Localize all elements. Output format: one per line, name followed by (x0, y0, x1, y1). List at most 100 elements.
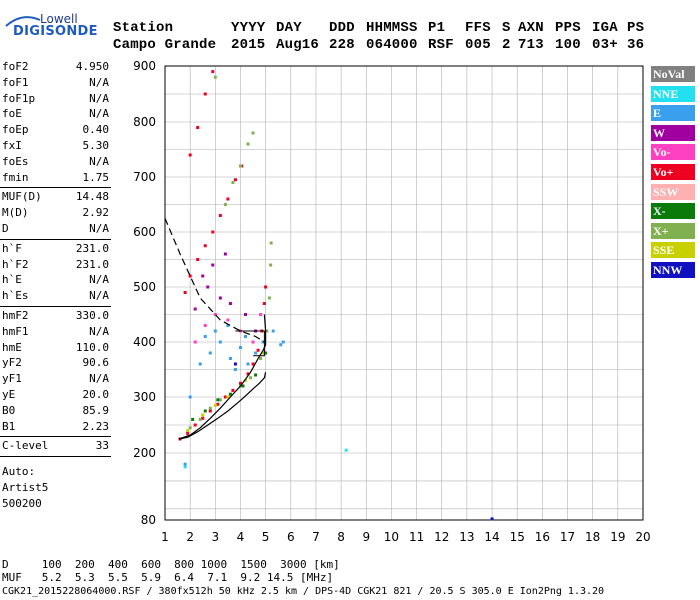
data-point (206, 285, 210, 289)
y-tick-label: 700 (133, 170, 156, 184)
data-point (188, 153, 192, 157)
param-row-clevel: C-level 33 (2, 439, 109, 453)
data-point (267, 296, 271, 300)
x-tick-label: 19 (610, 530, 625, 544)
param-value: N/A (89, 324, 109, 338)
data-point (264, 351, 268, 355)
param-name: h`Es (2, 289, 29, 303)
header-value-station: Campo Grande (113, 37, 217, 53)
logo-brand: DIGISONDE (13, 24, 98, 39)
header-label-ddd: DDD (329, 20, 355, 36)
data-point (203, 324, 207, 327)
data-point (193, 307, 197, 311)
data-point (226, 318, 230, 322)
param-value: 0.40 (82, 123, 110, 137)
param-name: C-level (2, 439, 49, 453)
param-row-ye: yE 20.0 (2, 388, 109, 402)
param-name: foF1 (2, 75, 29, 89)
param-name: hmF2 (2, 309, 29, 322)
data-point (231, 388, 235, 392)
data-point (198, 362, 202, 366)
y-tick-label: 300 (133, 390, 156, 404)
param-value: N/A (89, 91, 109, 105)
data-point (244, 313, 248, 316)
legend-item-x-: X+ (651, 222, 695, 239)
data-point (251, 340, 255, 344)
param-row-fof1: foF1 N/A (2, 76, 109, 90)
x-tick-label: 10 (384, 530, 399, 544)
header-value-yyyy: 2015 (231, 37, 266, 53)
data-point (213, 313, 217, 316)
param-name: yE (2, 388, 16, 401)
header-label-iga: IGA (592, 20, 618, 36)
param-row-he: h`E N/A (2, 273, 109, 287)
data-point (223, 395, 227, 399)
param-separator (0, 238, 111, 240)
data-point (218, 296, 222, 300)
param-value: N/A (89, 75, 109, 89)
logo-maker: Lowell (40, 12, 78, 26)
x-tick-label: 5 (262, 530, 270, 544)
header-label-pps: PPS (555, 20, 581, 36)
data-point (251, 362, 255, 366)
param-value: 14.48 (75, 190, 109, 204)
y-tick-label: 600 (133, 225, 156, 239)
data-point (269, 263, 273, 267)
y-tick-label: 400 (133, 335, 156, 349)
data-point (203, 335, 207, 338)
header-value-hhmmss: 064000 (366, 37, 418, 53)
data-point (196, 258, 200, 261)
data-point (228, 302, 232, 305)
plot-frame (164, 65, 644, 521)
data-point (226, 395, 230, 399)
footer-distance-row: D 100 200 400 600 800 1000 1500 3000 [km… (2, 558, 340, 571)
header-label-yyyy: YYYY (231, 20, 266, 36)
param-separator (0, 306, 111, 307)
param-value: 90.6 (82, 356, 110, 370)
data-point (218, 214, 222, 217)
param-row-md: M(D) 2.92 (2, 206, 109, 220)
x-tick-label: 11 (409, 530, 424, 544)
x-tick-label: 20 (635, 530, 650, 544)
data-point (259, 357, 263, 360)
param-name: fxI (2, 139, 22, 152)
param-value: 20.0 (82, 388, 110, 401)
param-row-mufd: MUF(D) 14.48 (2, 190, 109, 204)
param-row-yf2: yF2 90.6 (2, 356, 109, 370)
data-point (271, 329, 275, 333)
data-point (226, 324, 230, 327)
data-point (216, 402, 220, 406)
param-name: yF2 (2, 356, 22, 370)
legend-item-sse: SSE (651, 242, 695, 259)
data-point (264, 285, 268, 289)
param-row-hmf2: hmF2 330.0 (2, 309, 109, 323)
header-value-day: Aug16 (276, 37, 320, 53)
x-tick-label: 15 (510, 530, 525, 544)
data-point (244, 379, 248, 382)
legend-item-vo-: Vo- (651, 144, 695, 161)
data-point (223, 203, 227, 206)
header-label-ps: PS (627, 20, 645, 36)
data-point (251, 131, 255, 135)
logo-swoosh-icon (5, 16, 41, 27)
data-point (201, 274, 205, 278)
legend-item-nne: NNE (651, 85, 695, 102)
param-name: MUF(D) (2, 190, 42, 204)
data-point (228, 392, 232, 396)
data-point (226, 197, 230, 201)
y-tick-label: 900 (133, 59, 156, 73)
header-value-iga: 03+ (592, 37, 618, 53)
param-row-hme: hmE 110.0 (2, 341, 109, 355)
data-point (183, 462, 187, 466)
legend-item-vo-: Vo+ (651, 164, 695, 180)
ionogram-chart: 1 2 3 4 5 6 7 8 9 10 11 12 13 14 15 16 17 18 19 20802003004… (133, 59, 651, 544)
header-value-ddd: 228 (329, 37, 355, 53)
legend-item-x-: X- (651, 203, 695, 220)
param-name: h`E (2, 273, 22, 287)
data-point (191, 417, 195, 421)
data-point (279, 343, 283, 347)
trace-fit-line (178, 314, 267, 440)
param-value: 5.30 (82, 139, 110, 152)
data-point (490, 517, 494, 521)
param-row-yf1: yF1 N/A (2, 372, 109, 386)
